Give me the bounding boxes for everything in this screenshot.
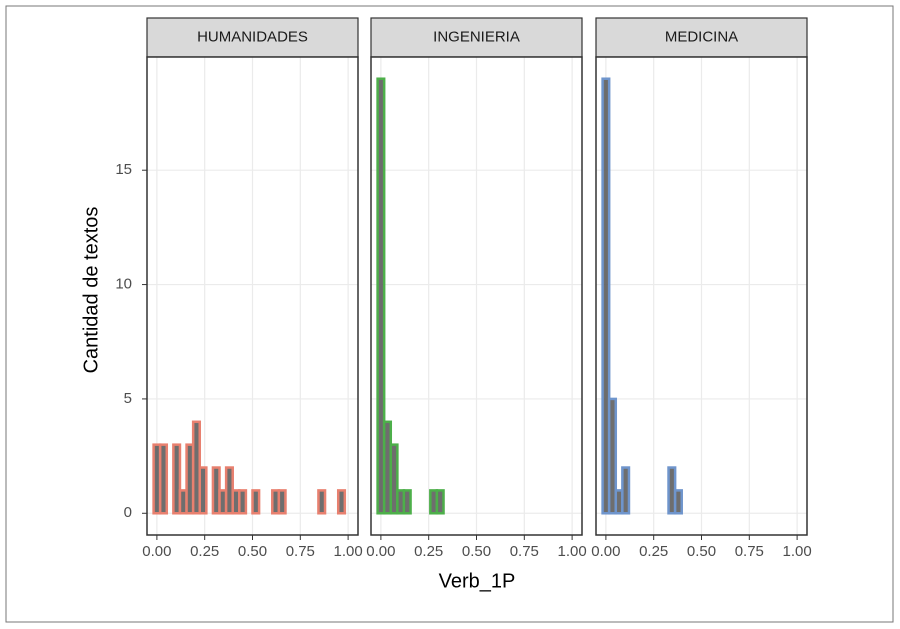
- histogram-bar: [277, 489, 287, 515]
- histogram-bar: [389, 443, 399, 515]
- y-tick-label: 5: [124, 390, 132, 407]
- x-tick-label: 0.25: [414, 543, 443, 560]
- histogram-bar: [251, 489, 261, 515]
- x-tick-label: 0.25: [190, 543, 219, 560]
- x-tick-label: 1.00: [334, 543, 363, 560]
- x-tick-label: 0.00: [591, 543, 620, 560]
- histogram-bar: [198, 466, 208, 515]
- strip: [370, 17, 583, 58]
- histogram-bar: [601, 77, 611, 515]
- histogram-bar: [317, 489, 327, 515]
- histogram-bar: [402, 489, 412, 515]
- histogram-bar: [621, 466, 631, 515]
- x-tick-label: 1.00: [783, 543, 812, 560]
- x-tick-label: 0.50: [462, 543, 491, 560]
- x-tick-label: 0.75: [510, 543, 539, 560]
- histogram-bar: [673, 489, 683, 515]
- histogram-bar: [158, 443, 169, 515]
- strip-title: MEDICINA: [665, 28, 738, 45]
- y-axis-title: Cantidad de textos: [80, 207, 102, 374]
- x-tick-label: 0.00: [142, 543, 171, 560]
- x-tick-label: 0.25: [639, 543, 668, 560]
- histogram-bar: [238, 489, 248, 515]
- histogram-bar: [376, 77, 386, 515]
- strip: [595, 17, 808, 58]
- x-tick-label: 0.75: [735, 543, 764, 560]
- x-tick-label: 1.00: [558, 543, 587, 560]
- histogram-bar: [336, 489, 347, 515]
- x-tick-label: 0.75: [286, 543, 315, 560]
- y-tick-label: 0: [124, 504, 132, 521]
- histogram-bar: [607, 397, 618, 515]
- x-tick-label: 0.50: [687, 543, 716, 560]
- histogram-bar: [172, 443, 182, 515]
- x-axis-title: Verb_1P: [439, 570, 516, 592]
- histogram-bar: [435, 489, 445, 515]
- strip-title: HUMANIDADES: [197, 28, 308, 45]
- y-tick-label: 15: [115, 161, 132, 178]
- strip-title: INGENIERIA: [433, 28, 520, 45]
- x-tick-label: 0.00: [366, 543, 395, 560]
- x-tick-label: 0.50: [238, 543, 267, 560]
- y-tick-label: 10: [115, 276, 132, 293]
